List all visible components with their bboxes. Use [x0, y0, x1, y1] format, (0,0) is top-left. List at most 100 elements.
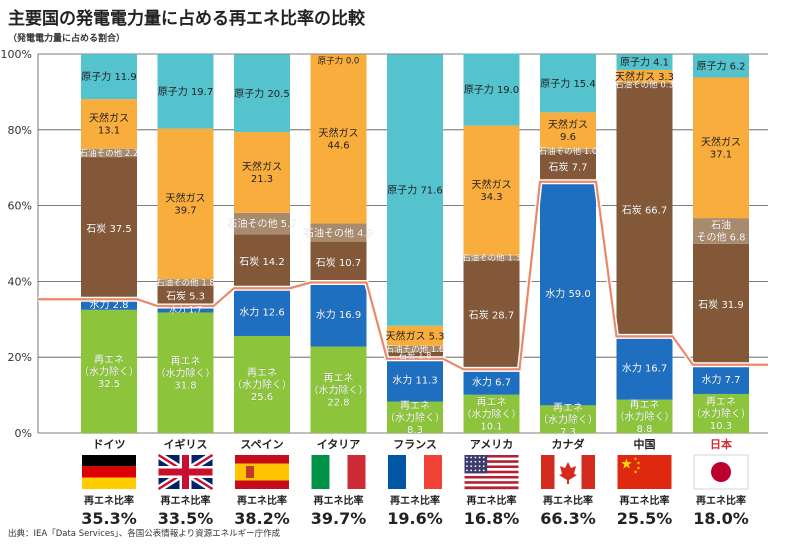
bar-segment: [310, 241, 367, 283]
segment-label: 再エネ（水力除く） 8.3: [385, 400, 445, 436]
segment-label: 天然ガス 44.6: [319, 126, 359, 151]
segment-label: 石炭 37.5: [86, 223, 131, 235]
bar-segment: [387, 358, 443, 402]
segment-label: 再エネ（水力除く） 22.8: [309, 372, 369, 408]
bar-segment: [693, 393, 749, 433]
segment-label: 水力 16.7: [622, 362, 667, 375]
renewable-ratio-label: 再エネ比率: [543, 494, 593, 507]
bar-segment: [693, 364, 749, 394]
flag-part: [235, 463, 289, 481]
segment-label: 天然ガス 9.6: [548, 118, 588, 143]
renewable-ratio-value: 39.7%: [311, 509, 367, 528]
segment-label: 原子力 11.9: [81, 70, 136, 83]
renewable-ratio-value: 66.3%: [540, 509, 596, 528]
y-tick-label: 0%: [15, 427, 32, 440]
flag-part: [464, 486, 519, 490]
bar-segment: [463, 53, 520, 126]
bar-segment: [616, 82, 673, 84]
y-tick-label: 20%: [8, 351, 32, 364]
renewable-ratio-label: 再エネ比率: [84, 494, 134, 507]
bar-segment: [234, 288, 290, 336]
bar-segment: [463, 255, 520, 261]
segment-label: 石油その他 1.3: [462, 253, 521, 264]
segment-label: 石油その他 2.2: [80, 148, 139, 159]
segment-label: 水力 6.7: [472, 376, 511, 389]
segment-label: 原子力 71.6: [387, 184, 442, 197]
segment-label: 石油その他 1.6: [386, 344, 445, 355]
bar-segment: [157, 128, 214, 280]
bar-segment: [234, 54, 290, 133]
flag-part: [636, 466, 641, 470]
bar-segment: [310, 54, 367, 224]
bar-segment: [310, 282, 367, 347]
flag-part: [466, 465, 468, 467]
china-flag: [617, 455, 672, 489]
segment-label: 原子力 0.0: [318, 55, 360, 66]
flag-part: [464, 465, 519, 469]
bar-segment: [540, 54, 596, 113]
category-label: フランス: [393, 438, 437, 451]
flag-part: [581, 455, 595, 489]
renewable-ratio-label: 再エネ比率: [314, 494, 364, 507]
category-label: ドイツ: [93, 438, 126, 451]
bar-segment: [81, 54, 137, 100]
renewable-ratio-value: 25.5%: [617, 509, 673, 528]
bar-segment: [157, 279, 214, 286]
renewable-ratio-label: 再エネ比率: [390, 494, 440, 507]
usa-flag: [464, 455, 519, 490]
flag-part: [482, 460, 485, 463]
bar-segment: [616, 54, 673, 70]
bar-segment: [387, 345, 443, 352]
chart-subtitle: （発電電力量に占める割合）: [8, 34, 126, 44]
bar-segment: [157, 54, 214, 129]
flag-part: [474, 469, 477, 472]
renewable-ratio-value: 19.6%: [387, 509, 443, 528]
flag-part: [464, 475, 519, 479]
flag-part: [470, 469, 473, 472]
bar-segment: [463, 369, 520, 395]
flag-part: [636, 461, 641, 465]
flag-part: [464, 462, 519, 466]
flag-part: [474, 460, 477, 463]
segment-label: 再エネ（水力除く） 10.3: [691, 396, 751, 432]
bar-segment: [81, 299, 137, 310]
renewable-ratio-value: 35.3%: [81, 509, 137, 528]
category-label: イタリア: [317, 438, 361, 451]
segment-label: 再エネ（水力除く） 10.1: [462, 396, 522, 432]
category-label: カナダ: [552, 437, 585, 451]
flag-part: [470, 465, 473, 467]
bar-segment: [540, 152, 596, 182]
bar-segment: [540, 181, 596, 406]
segment-label: 石油その他 6.8: [696, 219, 745, 244]
flag-part: [466, 456, 468, 459]
flag-part: [474, 465, 477, 467]
flag-part: [633, 457, 638, 461]
y-tick-label: 40%: [8, 275, 32, 288]
segment-label: 石炭 1.8: [398, 351, 431, 361]
bar-segment: [387, 54, 443, 326]
segment-label: 水力 1.7: [169, 304, 202, 315]
flag-part: [464, 455, 519, 458]
flag-part: [82, 466, 136, 478]
segment-label: 原子力 19.0: [464, 83, 519, 96]
flag-part: [478, 469, 481, 472]
segment-label: 石炭 28.7: [469, 310, 514, 322]
bar-segment: [540, 112, 596, 149]
flag-part: [617, 455, 672, 489]
segment-label: 水力 7.7: [701, 373, 740, 386]
bar-segment: [693, 218, 749, 244]
flag-part: [466, 460, 468, 463]
category-label: イギリス: [164, 437, 208, 451]
bar-segment: [616, 83, 673, 337]
bar-segment: [157, 312, 214, 433]
italy-flag: [311, 455, 366, 489]
flag-part: [464, 460, 519, 464]
flag-part: [464, 481, 519, 484]
flag-part: [466, 469, 468, 472]
segment-label: 水力 2.8: [89, 298, 128, 311]
flag-part: [478, 456, 481, 459]
flag-part: [246, 466, 254, 478]
france-flag: [388, 455, 442, 489]
flag-part: [347, 455, 366, 489]
